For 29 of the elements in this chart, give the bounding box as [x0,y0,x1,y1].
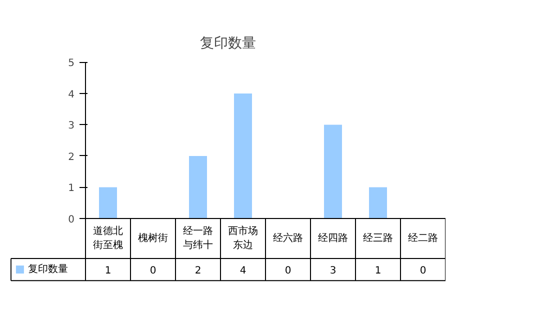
data-label: 1 [104,266,112,277]
chart-title: 复印数量 [200,36,256,52]
data-label: 0 [420,266,426,277]
data-label: 0 [150,266,156,277]
y-tick-label: 2 [68,152,75,163]
bar [324,124,342,218]
bar [189,156,207,218]
data-label: 0 [284,266,292,277]
x-tick-label: 槐树街 [138,232,168,244]
x-tick-label: 经三路 [363,232,393,244]
y-tick-label: 4 [68,89,75,100]
bar [369,187,387,218]
data-label: 1 [374,266,382,277]
y-tick-label: 0 [68,214,75,226]
x-tick-label: 道德北街至槐 [93,224,123,252]
legend-label: 复印数量 [28,263,68,276]
data-label: 3 [330,266,336,277]
data-label: 4 [240,266,246,277]
x-tick-label: 经六路 [273,232,303,244]
bar [99,187,117,218]
bar [234,93,252,218]
y-tick-label: 5 [68,58,75,70]
x-tick-label: 西市场东边 [228,224,258,252]
x-tick-label: 经四路 [318,232,348,244]
x-tick-label: 经一路与纬十 [183,224,213,252]
y-tick-label: 3 [68,120,75,132]
data-label: 2 [194,266,202,277]
x-tick-label: 经二路 [408,232,438,244]
y-tick-label: 1 [68,183,75,194]
